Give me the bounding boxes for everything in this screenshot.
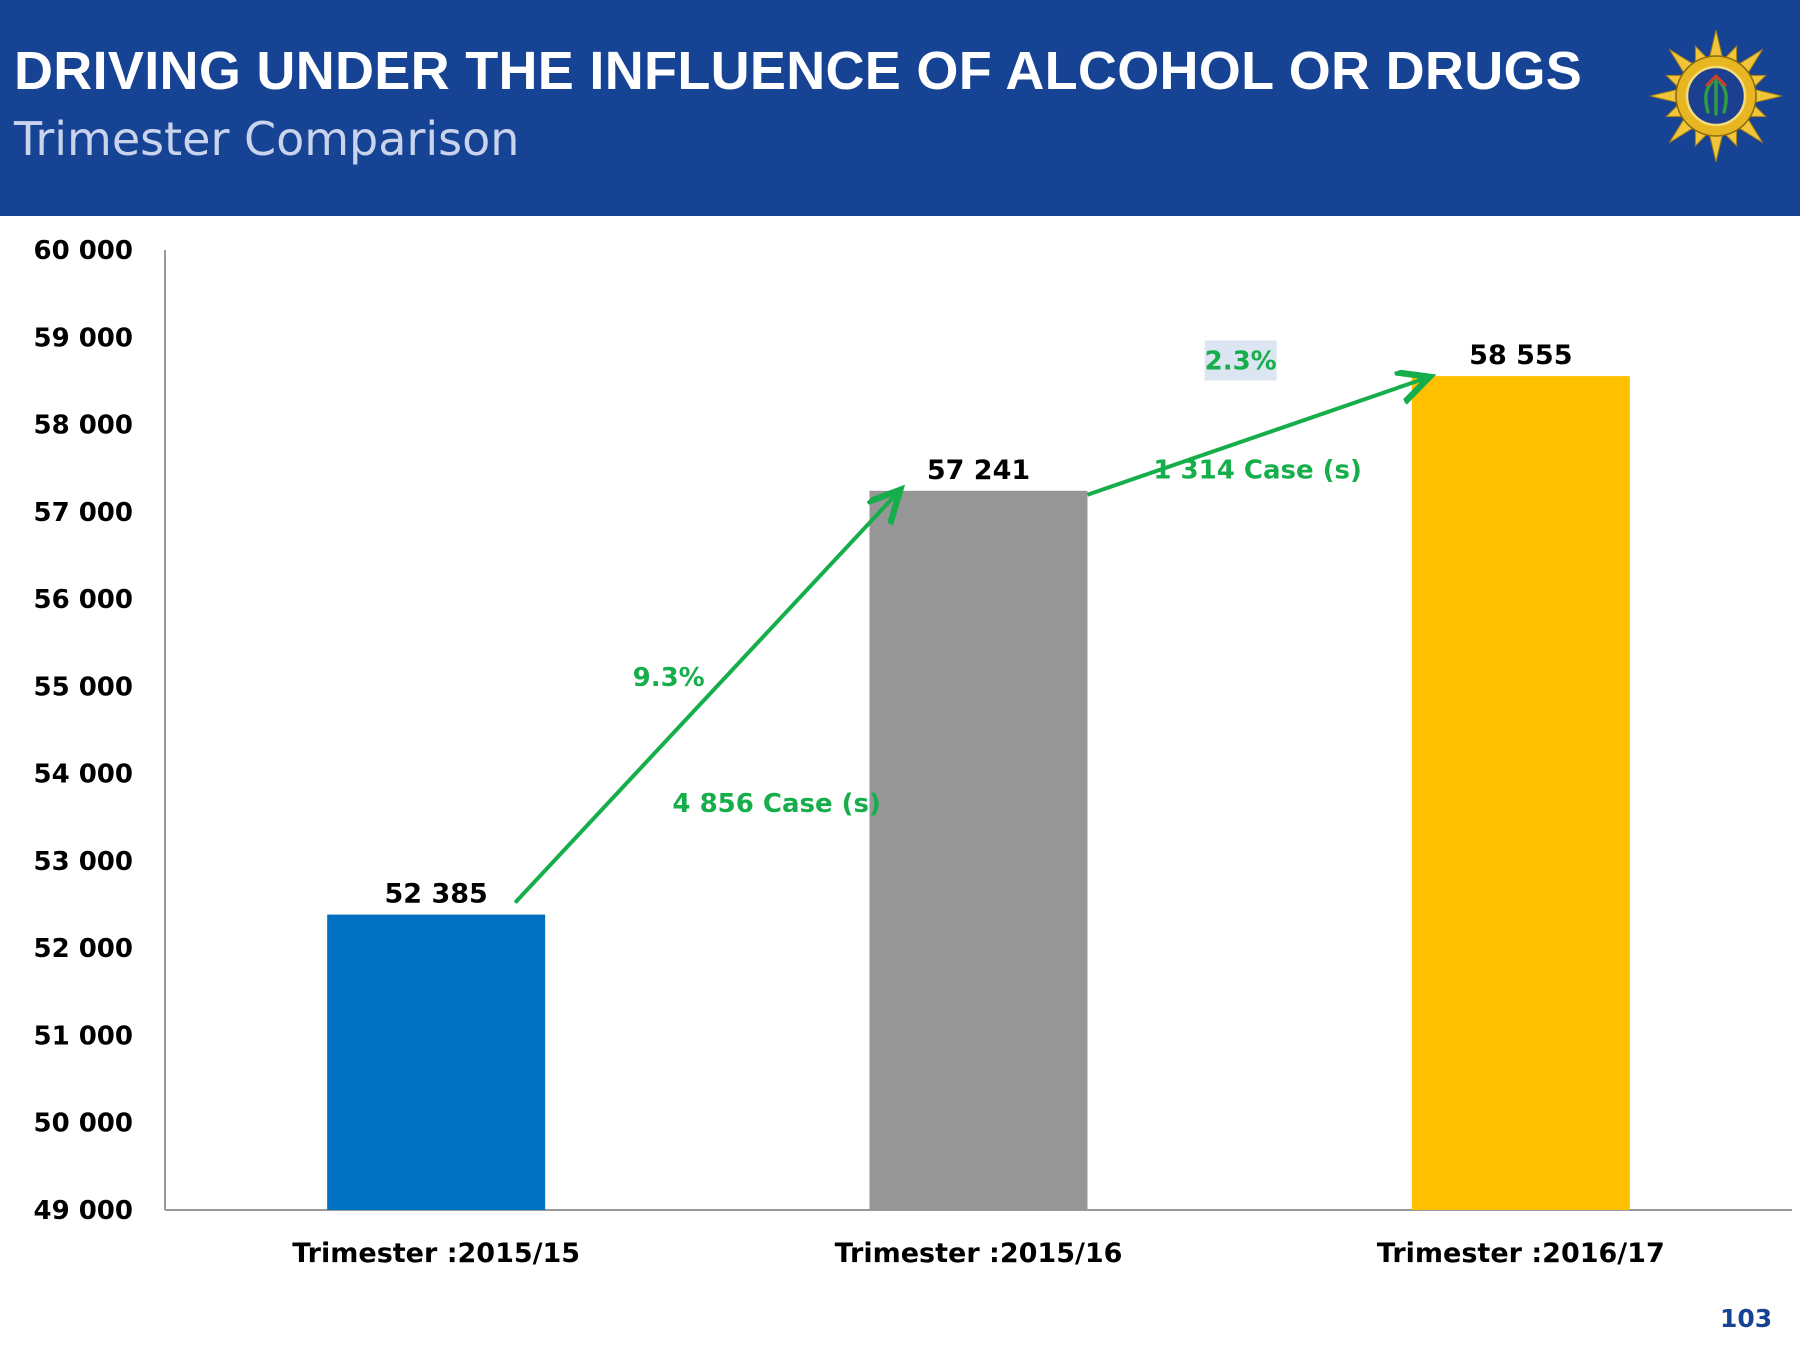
badge-ray [1708, 132, 1724, 163]
y-tick-label: 60 000 [33, 236, 133, 266]
y-tick-label: 58 000 [33, 411, 133, 441]
change-arrow-1 [513, 493, 897, 904]
badge-ray [1752, 88, 1783, 104]
change-annotations: 9.3% 4 856 Case (s) 2.3% 1 314 Case (s) [513, 340, 1426, 904]
case-change-label: 1 314 Case (s) [1153, 455, 1362, 485]
bar-3 [1411, 376, 1630, 1210]
percent-change-box [1204, 340, 1277, 381]
bar-value-label: 57 241 [927, 455, 1030, 486]
bar-1 [327, 914, 546, 1210]
y-axis-ticks: 49 000 50 000 51 000 52 000 53 000 54 000 55 0… [33, 236, 133, 1226]
bars [327, 376, 1630, 1210]
value-labels: 52 385 57 241 58 555 [384, 340, 1572, 909]
badge-ray [1649, 88, 1680, 104]
badge-protea-mark [1704, 76, 1728, 116]
bar-value-label: 58 555 [1469, 340, 1572, 371]
badge-flower-mark [1704, 73, 1728, 88]
y-tick-label: 50 000 [33, 1109, 133, 1139]
x-tick-label: Trimester :2015/16 [835, 1238, 1123, 1269]
y-tick-label: 54 000 [33, 760, 133, 790]
case-change-label: 4 856 Case (s) [672, 789, 881, 819]
x-tick-label: Trimester :2015/15 [292, 1238, 580, 1269]
y-tick-label: 59 000 [33, 323, 133, 353]
bar-2 [869, 490, 1088, 1210]
page-title: DRIVING UNDER THE INFLUENCE OF ALCOHOL O… [14, 41, 1583, 101]
y-tick-label: 49 000 [33, 1196, 133, 1226]
x-tick-label: Trimester :2016/17 [1377, 1238, 1665, 1269]
badge-ray [1708, 29, 1724, 60]
page-subtitle: Trimester Comparison [14, 112, 520, 166]
header-banner: DRIVING UNDER THE INFLUENCE OF ALCOHOL O… [0, 0, 1800, 216]
y-tick-label: 55 000 [33, 672, 133, 702]
page-number: 103 [1720, 1304, 1773, 1333]
y-tick-label: 51 000 [33, 1021, 133, 1051]
y-tick-label: 53 000 [33, 847, 133, 877]
police-star-badge-icon [1649, 29, 1783, 163]
percent-change-label: 9.3% [633, 663, 705, 693]
x-axis-labels: Trimester :2015/15 Trimester :2015/16 Trim… [292, 1238, 1665, 1269]
y-tick-label: 57 000 [33, 498, 133, 528]
change-arrow-2 [1086, 378, 1426, 497]
percent-change-label: 2.3% [1205, 346, 1277, 376]
bar-value-label: 52 385 [384, 879, 487, 910]
y-tick-label: 52 000 [33, 934, 133, 964]
y-tick-label: 56 000 [33, 585, 133, 615]
bar-chart: 49 000 50 000 51 000 52 000 53 000 54 000 55 0… [33, 236, 1792, 1269]
